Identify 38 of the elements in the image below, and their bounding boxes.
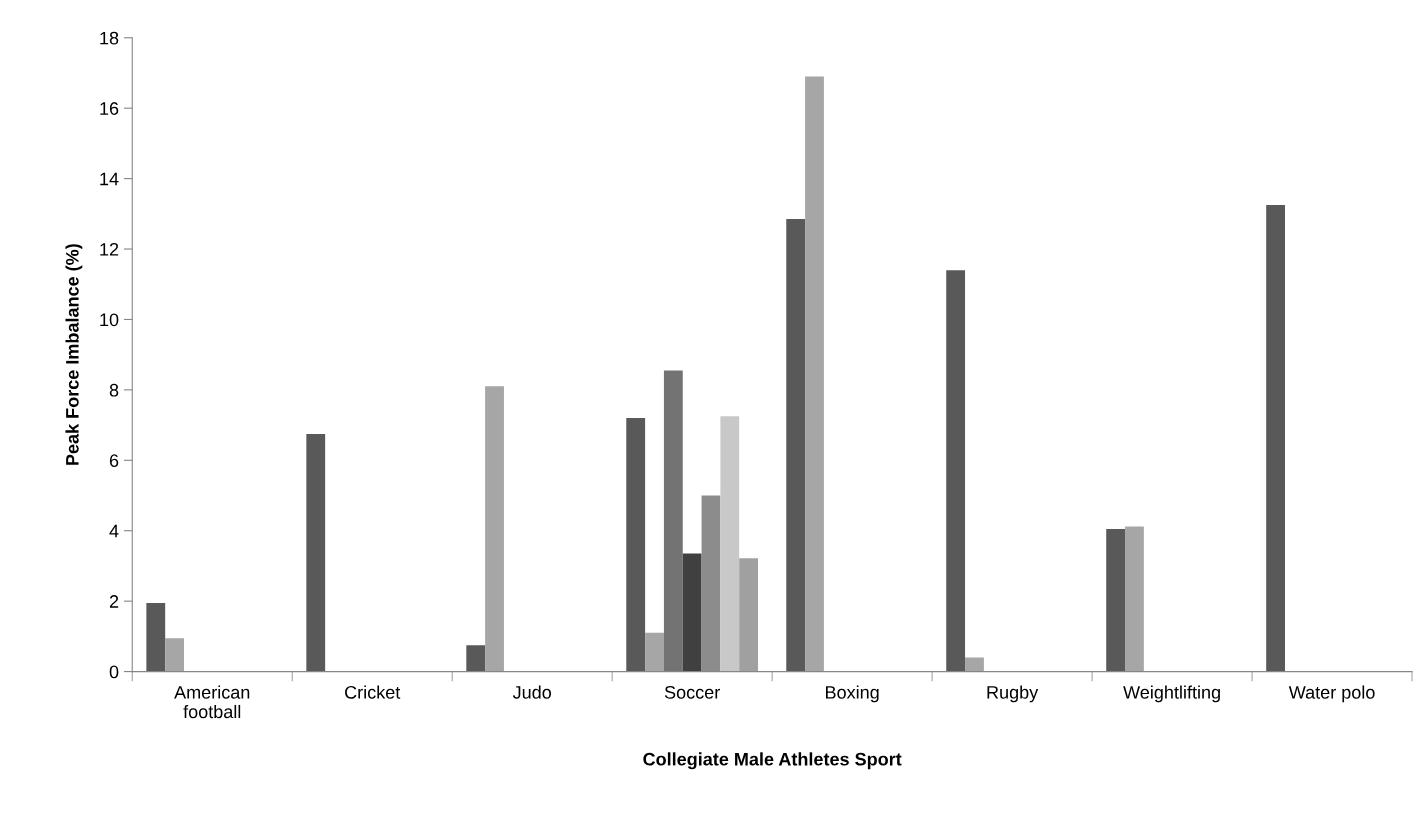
y-tick-label: 16 [100,102,119,115]
y-tick-label: 18 [100,31,119,45]
x-tick-label: Boxing [826,685,879,703]
y-tick-label: 12 [100,242,119,256]
x-tick-label: Judo [512,685,551,699]
bar [146,602,166,672]
bar [1106,528,1126,672]
y-tick-label: 8 [109,383,119,397]
bar [682,553,702,672]
bar [1125,526,1144,672]
y-axis-title: Peak Force Imbalance (%) [65,244,83,465]
bar [645,632,664,672]
x-tick-label: Soccer [664,685,720,699]
y-tick-label: 2 [109,595,119,608]
bar [466,645,486,672]
x-tick-label: Cricket [345,685,401,699]
y-tick-label: 0 [109,665,119,679]
bar [720,416,740,672]
x-tick-label: Rugby [987,685,1039,703]
x-tick-label: American football [174,685,250,719]
bar [805,76,824,672]
y-tick-label: 14 [100,172,119,186]
bar [946,270,966,672]
x-tick-label: Water polo [1288,685,1375,703]
bar [965,657,984,672]
bar [1266,205,1286,672]
y-tick-label: 6 [109,454,119,468]
y-tick-label: 4 [109,524,119,538]
x-tick-label: Weightlifting [1123,685,1220,703]
bar [626,418,646,672]
bar [786,219,806,672]
bar [306,433,326,672]
x-axis-title: Collegiate Male Athletes Sport [643,752,902,770]
bar [485,386,504,672]
bar [663,370,683,672]
bar [165,638,184,672]
bar [739,558,759,672]
y-tick-label: 10 [100,313,119,327]
